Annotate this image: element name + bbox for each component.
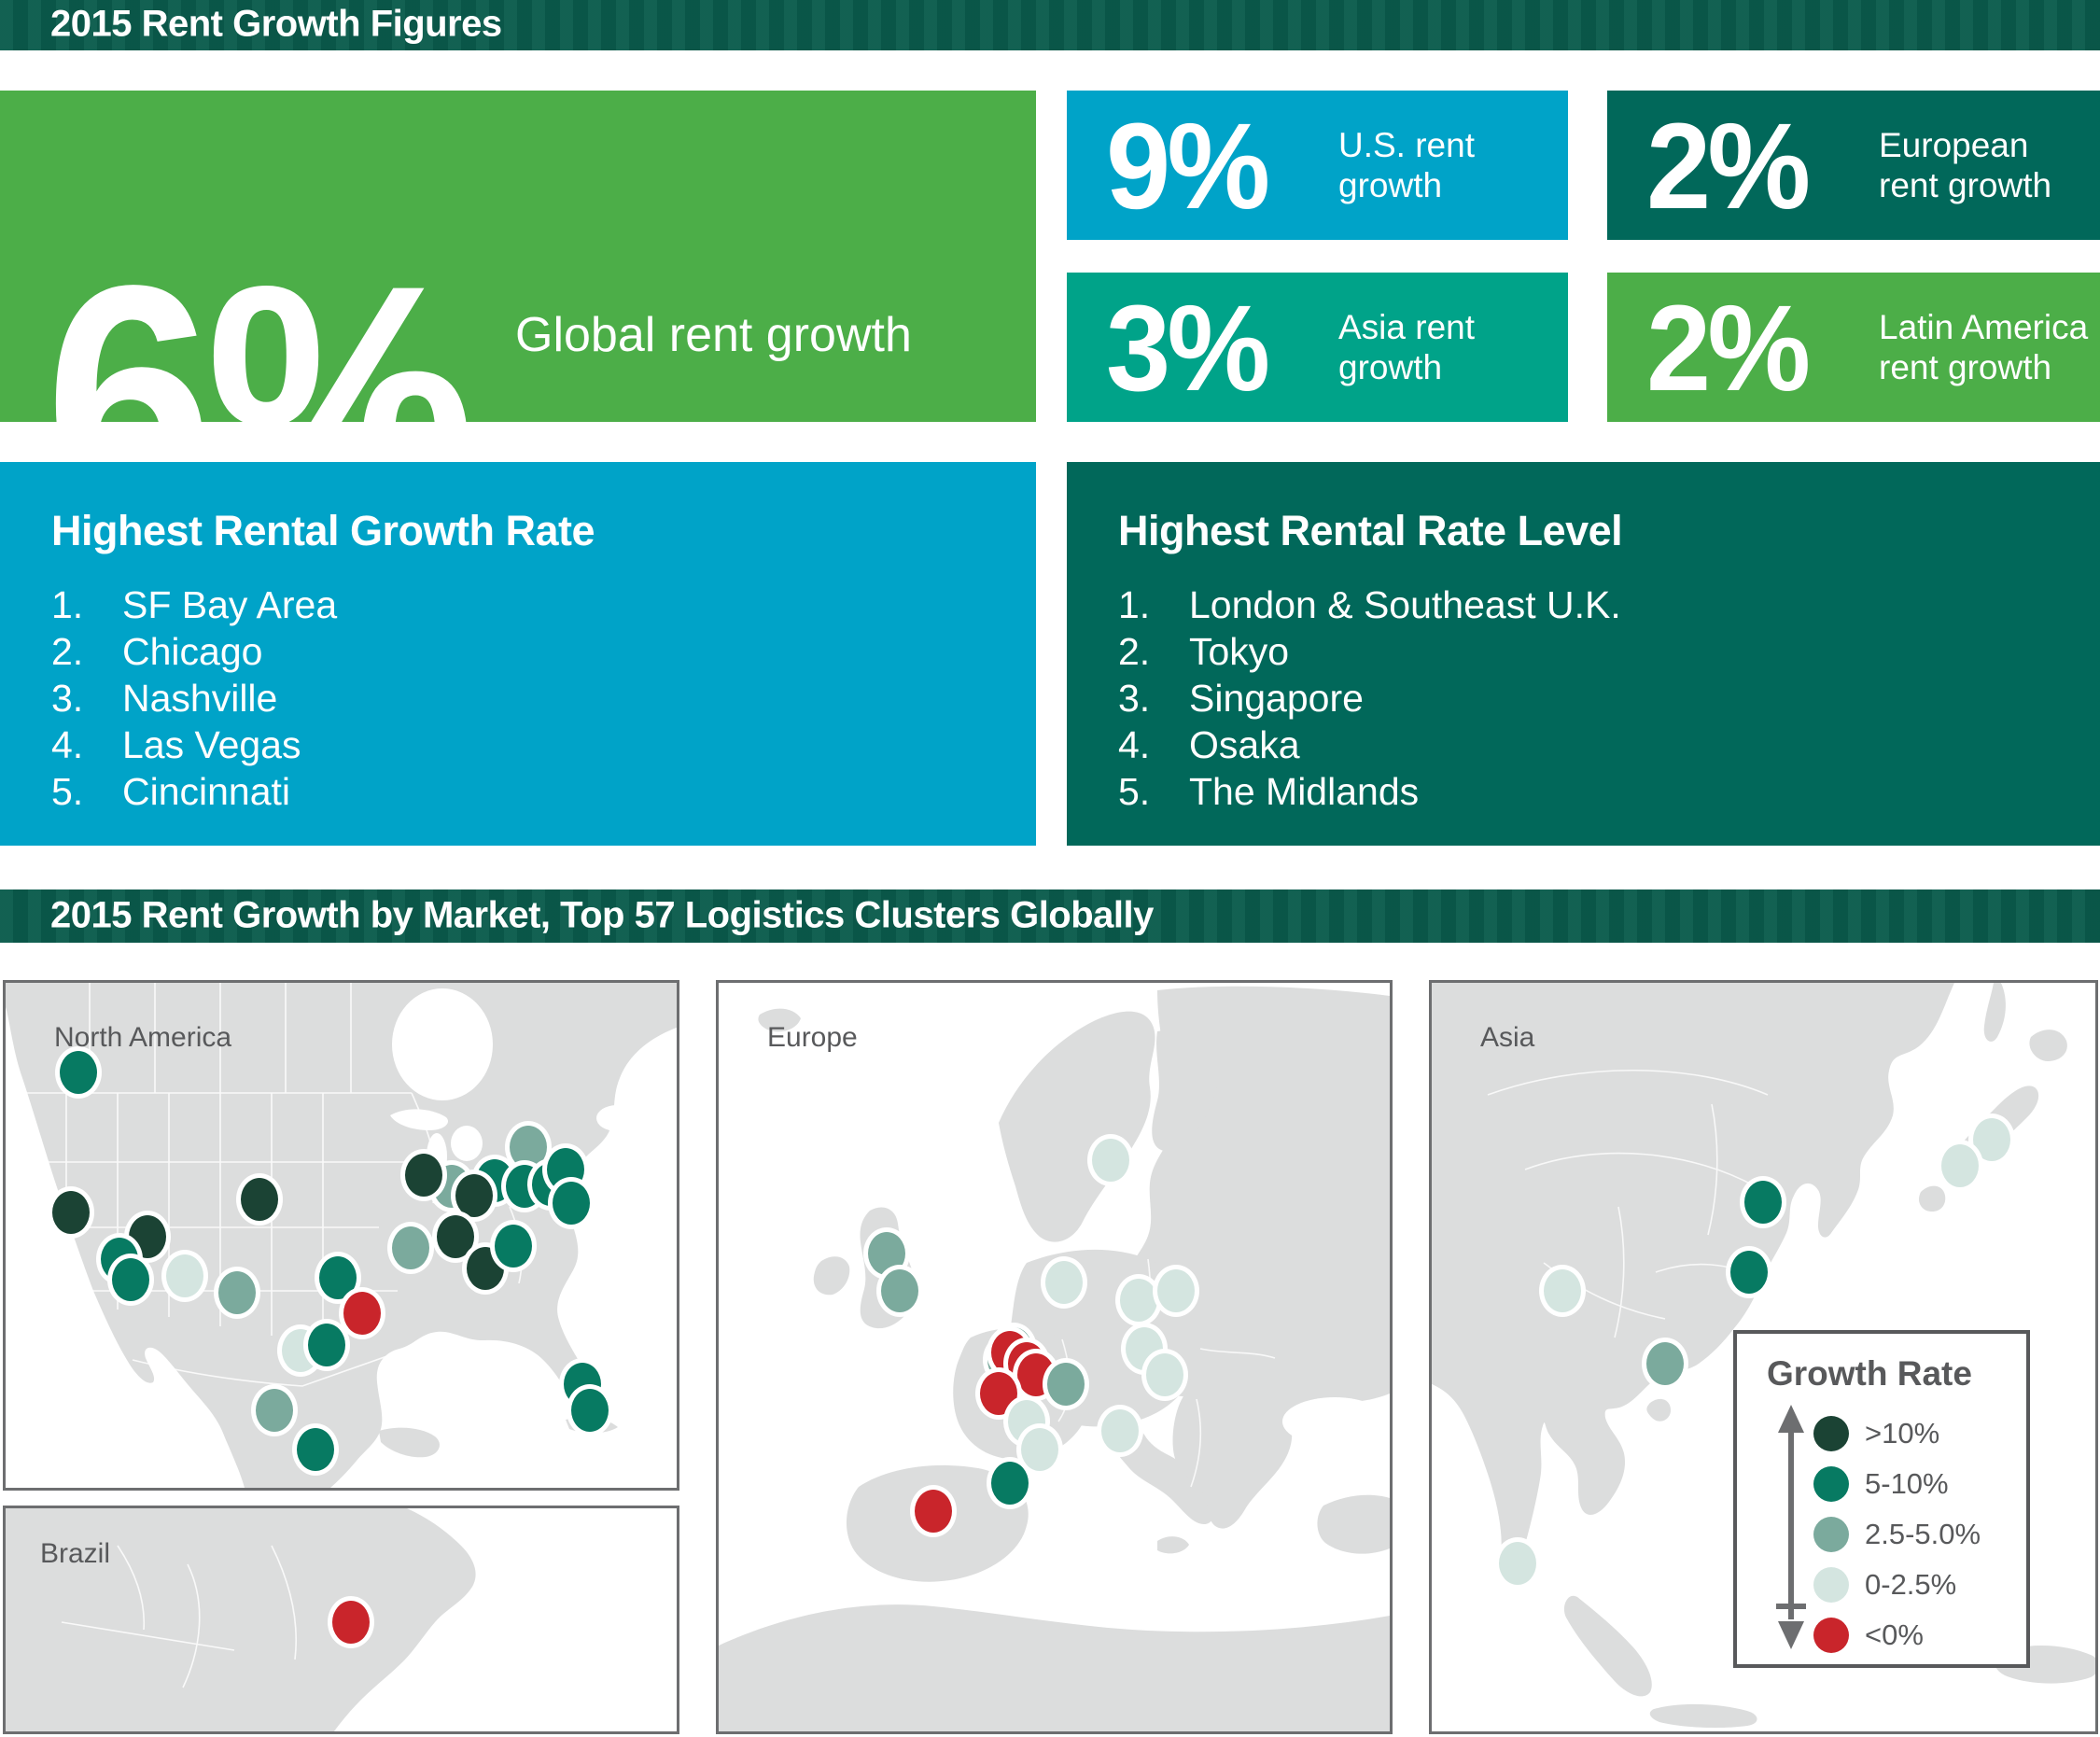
map-marker (567, 1384, 614, 1437)
list-item: 2. Tokyo (1118, 630, 1290, 673)
map-marker (251, 1384, 299, 1437)
map-europe (719, 986, 1390, 1731)
ranking-highest-rate-level: Highest Rental Rate Level 1. London & Sou… (1067, 462, 2100, 846)
map-marker (54, 1045, 102, 1099)
legend-item: <0% (1813, 1610, 1981, 1660)
map-marker (235, 1173, 283, 1226)
map-marker (974, 1367, 1022, 1421)
map-marker (214, 1267, 261, 1320)
map-marker (1141, 1349, 1189, 1402)
legend-title: Growth Rate (1767, 1354, 1972, 1393)
map-brazil (6, 1508, 476, 1731)
map-panel-brazil: Brazil (3, 1506, 679, 1734)
legend-item: >10% (1813, 1408, 1981, 1459)
panel-label-brazil: Brazil (40, 1538, 111, 1569)
list-item: 2. Chicago (51, 630, 263, 673)
ranking-growth-items: 1. SF Bay Area 2. Chicago 3. Nashville 4. La… (51, 581, 1008, 815)
stat-global-label: Global rent growth (515, 308, 912, 362)
panel-label-asia: Asia (1480, 1022, 1535, 1053)
growth-rate-legend: Growth Rate >10% 5-10% 2.5-5.0% 0-2.5% <… (1733, 1330, 2030, 1668)
stat-us-label: U.S. rent growth (1338, 126, 1475, 204)
legend-item: 2.5-5.0% (1813, 1509, 1981, 1560)
map-marker (314, 1251, 361, 1304)
map-marker (1493, 1537, 1541, 1590)
map-marker (987, 1456, 1034, 1509)
panel-label-north-america: North America (54, 1022, 232, 1053)
ranking-highest-growth-rate: Highest Rental Growth Rate 1. SF Bay Area… (0, 462, 1036, 846)
map-marker (1096, 1405, 1143, 1458)
legend-item: 0-2.5% (1813, 1560, 1981, 1610)
list-item: 5. The Midlands (1118, 770, 1420, 813)
stat-us-value: 9% (1106, 96, 1270, 234)
map-marker (47, 1186, 94, 1240)
ranking-growth-title: Highest Rental Growth Rate (51, 507, 595, 554)
panel-label-europe: Europe (767, 1022, 858, 1053)
legend-swatch-neg-icon (1813, 1618, 1849, 1653)
stat-us-rent-growth: 9% U.S. rent growth (1067, 91, 1568, 240)
map-marker (1936, 1139, 1983, 1192)
legend-rows: >10% 5-10% 2.5-5.0% 0-2.5% <0% (1813, 1408, 1981, 1660)
list-item: 5. Cincinnati (51, 770, 291, 813)
stat-global-rent-growth: 6% Global rent growth (0, 91, 1036, 560)
map-marker (876, 1264, 924, 1317)
map-marker (1539, 1264, 1587, 1317)
ranking-level-items: 1. London & Southeast U.K. 2. Tokyo 3. Sing… (1118, 581, 2072, 815)
map-marker (328, 1595, 375, 1648)
map-marker (1153, 1264, 1200, 1317)
stat-latam-label: Latin America rent growth (1879, 308, 2089, 386)
stat-latam-value: 2% (1646, 278, 1811, 416)
stat-eu-value: 2% (1646, 96, 1811, 234)
list-item: 4. Osaka (1118, 723, 1300, 766)
map-marker (1739, 1175, 1786, 1228)
map-marker (1642, 1338, 1689, 1391)
map-panel-europe: Europe (716, 980, 1393, 1734)
legend-swatch-5-10-icon (1813, 1466, 1849, 1502)
stat-european-rent-growth: 2% European rent growth (1607, 91, 2100, 240)
list-item: 4. Las Vegas (51, 723, 301, 766)
map-marker (302, 1318, 350, 1371)
legend-swatch-gt10-icon (1813, 1416, 1849, 1451)
stat-asia-rent-growth: 3% Asia rent growth (1067, 273, 1568, 422)
stat-eu-label: European rent growth (1879, 126, 2052, 204)
section2-title: 2015 Rent Growth by Market, Top 57 Logis… (50, 894, 1154, 936)
map-marker (1041, 1255, 1088, 1309)
map-marker (399, 1149, 447, 1202)
list-item: 1. London & Southeast U.K. (1118, 583, 1621, 626)
legend-swatch-0-2-icon (1813, 1567, 1849, 1603)
section2-bar: 2015 Rent Growth by Market, Top 57 Logis… (0, 890, 2100, 943)
map-marker (548, 1176, 595, 1229)
map-panel-north-america: North America (3, 980, 679, 1491)
growth-arrow-icon (1776, 1405, 1806, 1649)
stat-asia-label: Asia rent growth (1338, 308, 1476, 386)
map-marker (338, 1286, 385, 1339)
legend-item: 5-10% (1813, 1459, 1981, 1509)
map-marker (1042, 1357, 1089, 1410)
map-marker (292, 1422, 340, 1476)
stat-latam-rent-growth: 2% Latin America rent growth (1607, 273, 2100, 422)
header-bar: 2015 Rent Growth Figures (0, 0, 2100, 50)
map-marker (387, 1222, 435, 1275)
page-title: 2015 Rent Growth Figures (50, 3, 502, 45)
list-item: 3. Nashville (51, 677, 278, 720)
map-marker (1725, 1246, 1772, 1299)
ranking-level-title: Highest Rental Rate Level (1118, 507, 1623, 554)
map-marker (161, 1249, 208, 1302)
map-marker (1086, 1134, 1134, 1187)
legend-swatch-2-5-icon (1813, 1517, 1849, 1552)
map-marker (490, 1219, 538, 1272)
map-marker (910, 1485, 958, 1538)
list-item: 1. SF Bay Area (51, 583, 338, 626)
map-marker (106, 1254, 154, 1307)
stat-asia-value: 3% (1106, 278, 1270, 416)
list-item: 3. Singapore (1118, 677, 1364, 720)
